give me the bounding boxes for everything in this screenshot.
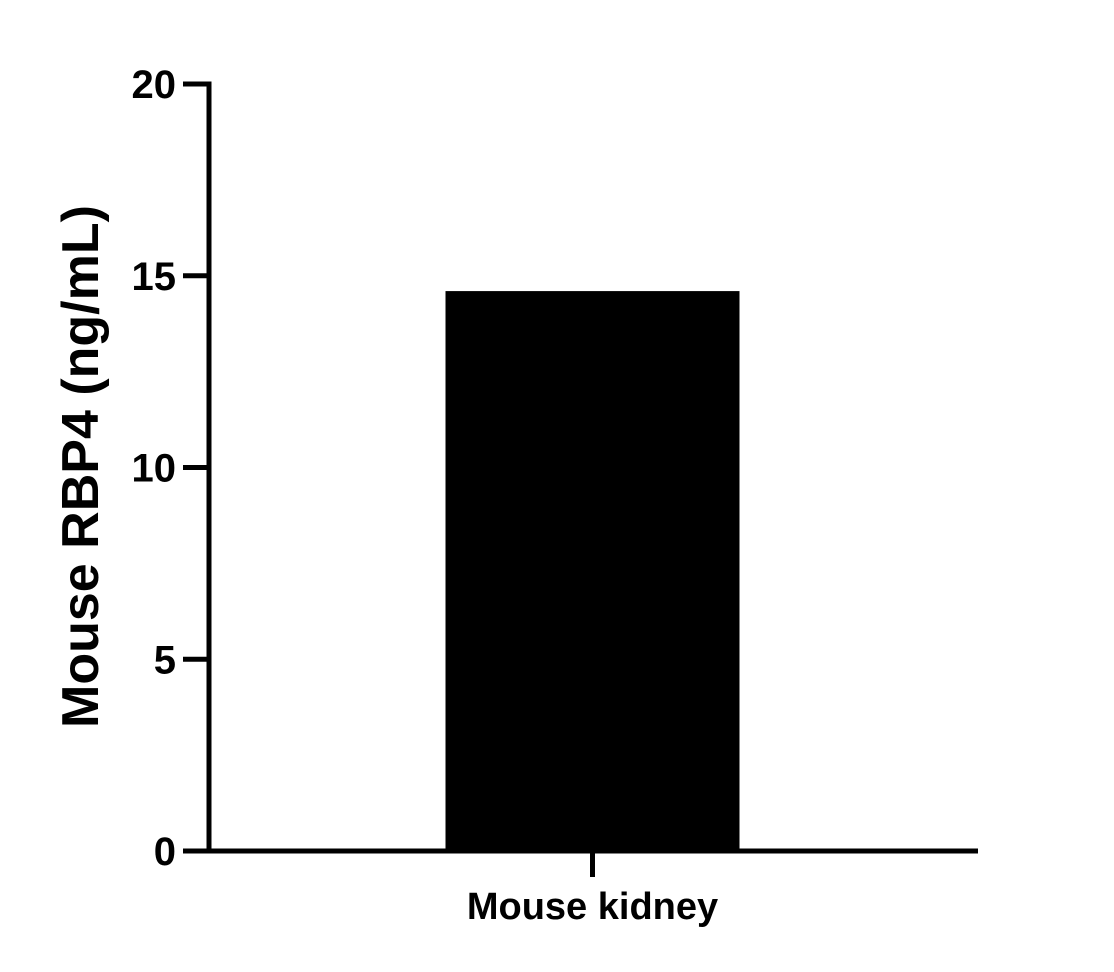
bar [445,291,740,852]
y-ticks: 0 5 10 15 20 [132,63,209,874]
y-tick-label: 15 [132,255,177,299]
x-tick-label: Mouse kidney [467,886,718,928]
plot-area [445,291,740,852]
y-tick-label: 0 [154,830,176,874]
y-tick-label: 10 [132,447,177,491]
y-tick-label: 5 [154,638,176,682]
x-ticks: Mouse kidney [467,851,718,928]
y-tick-label: 20 [132,63,177,107]
y-axis-label: Mouse RBP4 (ng/mL) [52,205,110,728]
